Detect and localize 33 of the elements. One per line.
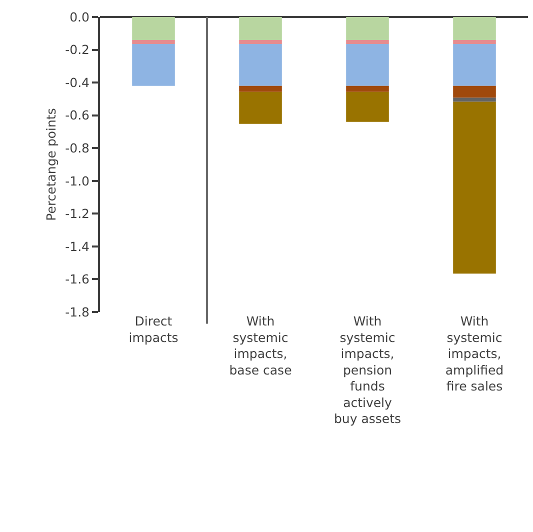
bar <box>346 44 389 86</box>
x-tick-label: With systemic impacts, pension funds actively buy assets <box>334 314 402 426</box>
bar <box>346 40 389 44</box>
y-tick-label: -0.2 <box>65 42 90 58</box>
bar <box>132 44 175 86</box>
bar <box>239 86 282 92</box>
y-tick-label: -1.4 <box>65 238 90 254</box>
y-tick-label: -1.0 <box>65 173 90 188</box>
y-tick-label: -1.2 <box>65 206 90 222</box>
x-tick-label: With systemic impacts, base case <box>229 314 292 378</box>
y-tick-label: -1.8 <box>65 304 90 320</box>
x-tick-label: With systemic impacts, amplified fire sales <box>445 314 504 394</box>
bar <box>346 92 389 122</box>
bar <box>453 44 496 86</box>
x-tick-label: Direct impacts <box>128 314 178 345</box>
bar <box>453 102 496 274</box>
bar <box>239 40 282 44</box>
bar <box>346 17 389 40</box>
bar <box>239 44 282 86</box>
bar <box>239 92 282 124</box>
bar <box>132 17 175 40</box>
bar <box>346 86 389 92</box>
bar <box>453 40 496 44</box>
y-tick-label: -0.8 <box>65 140 90 156</box>
bar <box>132 40 175 44</box>
bar <box>239 17 282 40</box>
bar <box>453 17 496 40</box>
bar <box>453 86 496 98</box>
y-tick-label: -0.6 <box>65 108 90 123</box>
y-tick-label: -1.6 <box>65 272 90 287</box>
y-axis-title: Percetange points <box>44 108 59 221</box>
y-tick-label: 0.0 <box>70 9 90 24</box>
y-tick-label: -0.4 <box>65 74 90 90</box>
